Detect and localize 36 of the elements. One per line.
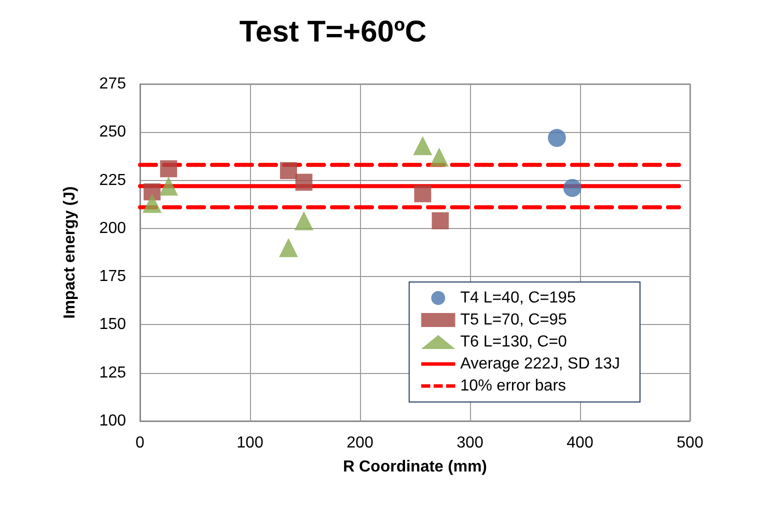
point (294, 211, 314, 230)
y-axis-title: Impact energy (J) (62, 186, 78, 319)
point (144, 183, 161, 200)
x-tick-label: 200 (346, 434, 374, 452)
y-tick-label: 150 (99, 316, 126, 334)
legend-label: T5 L=70, C=95 (460, 312, 568, 328)
point (430, 148, 449, 167)
x-tick-label: 300 (456, 434, 484, 452)
legend-label: Average 222J, SD 13J (460, 356, 620, 372)
legend-label: T6 L=130, C=0 (460, 334, 568, 350)
point (414, 185, 432, 202)
point (142, 194, 162, 213)
legend-label: 10% error bars (460, 378, 566, 394)
y-tick-label: 200 (99, 220, 126, 237)
x-tick-label: 400 (566, 434, 594, 452)
x-tick-label: 0 (136, 434, 145, 452)
y-tick-label: 225 (99, 172, 126, 189)
x-axis-title: R Coordinate (mm) (343, 458, 487, 476)
point (279, 238, 298, 258)
x-tick-label: 500 (676, 434, 704, 452)
point (160, 160, 178, 178)
y-tick-label: 125 (99, 364, 126, 382)
y-tick-label: 275 (99, 76, 126, 92)
point (563, 178, 582, 197)
point (548, 128, 566, 147)
legend-label: T4 L=40, C=195 (460, 290, 576, 306)
point (413, 136, 432, 156)
point (280, 162, 297, 180)
point (432, 212, 449, 230)
point (295, 174, 312, 191)
point (159, 176, 178, 196)
y-tick-label: 100 (99, 412, 126, 430)
chart-title: Test T=+60ºC (239, 16, 427, 48)
x-tick-label: 100 (236, 434, 264, 452)
y-tick-label: 175 (99, 268, 126, 286)
y-tick-label: 250 (99, 124, 126, 141)
